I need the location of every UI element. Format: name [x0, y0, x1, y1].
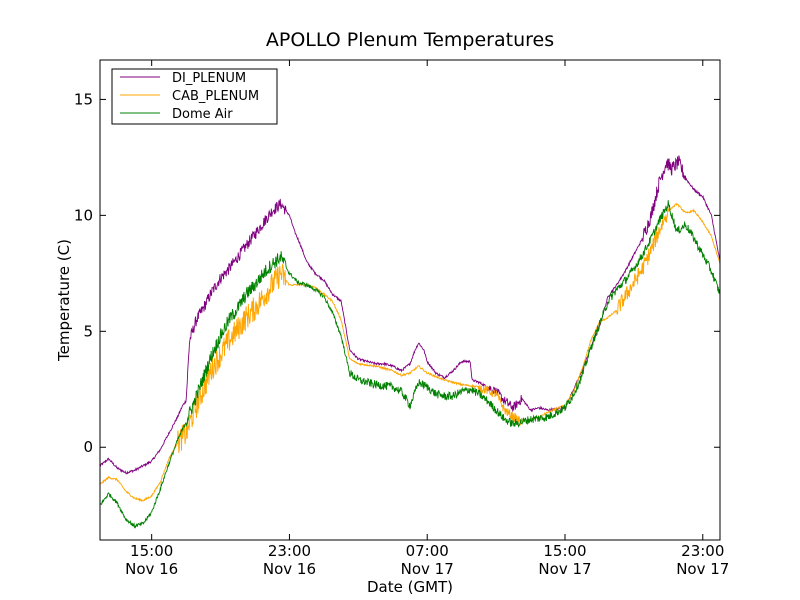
x-tick-label-time: 23:00: [268, 542, 311, 560]
y-tick-label: 15: [74, 90, 93, 108]
x-tick-label-time: 07:00: [406, 542, 449, 560]
legend-label-dome-air: Dome Air: [172, 107, 233, 122]
series-line-di-plenum: [100, 155, 720, 475]
legend-frame: [111, 68, 278, 125]
series-layer: [100, 155, 720, 529]
legend: DI_PLENUM CAB_PLENUM Dome Air: [111, 68, 278, 125]
x-tick-label-time: 23:00: [681, 542, 724, 560]
x-tick-label-date: Nov 16: [125, 560, 178, 578]
legend-label-cab-plenum: CAB_PLENUM: [172, 89, 259, 104]
x-tick-label-date: Nov 17: [676, 560, 729, 578]
y-tick-label: 5: [83, 322, 93, 340]
x-tick-label-date: Nov 17: [401, 560, 454, 578]
x-tick-label-date: Nov 16: [263, 560, 316, 578]
series-line-cab-plenum: [100, 202, 720, 503]
x-tick-label-date: Nov 17: [538, 560, 591, 578]
series-line-dome-air: [100, 200, 720, 529]
y-tick-label: 10: [74, 206, 93, 224]
plot-frame: [99, 59, 721, 541]
y-axis-title: Temperature (C): [55, 239, 73, 362]
legend-label-di-plenum: DI_PLENUM: [172, 71, 246, 86]
x-tick-label-time: 15:00: [543, 542, 586, 560]
chart-title: APOLLO Plenum Temperatures: [266, 29, 554, 51]
y-tick-label: 0: [83, 438, 93, 456]
x-tick-label-time: 15:00: [130, 542, 173, 560]
x-axis-title: Date (GMT): [367, 578, 453, 596]
